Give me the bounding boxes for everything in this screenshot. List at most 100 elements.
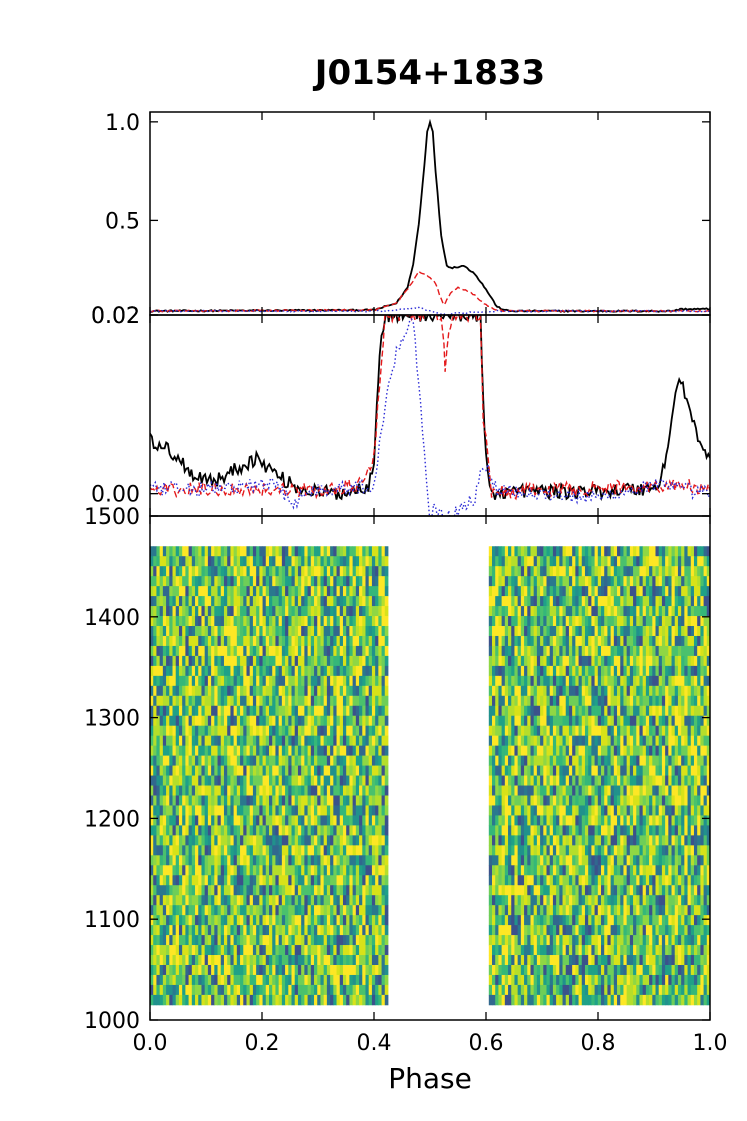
heatmap-cell <box>336 685 341 697</box>
heatmap-cell <box>568 596 573 607</box>
heatmap-cell <box>687 626 692 637</box>
heatmap-cell <box>378 855 382 866</box>
heatmap-cell <box>207 725 212 737</box>
heatmap-cell <box>198 805 202 816</box>
heatmap-cell <box>368 606 373 617</box>
heatmap-cell <box>617 645 621 657</box>
heatmap-cell <box>671 566 676 577</box>
heatmap-cell <box>198 665 202 677</box>
heatmap-cell <box>285 925 289 936</box>
heatmap-cell <box>262 925 267 936</box>
heatmap-cell <box>649 755 653 766</box>
heatmap-cell <box>543 655 547 667</box>
heatmap-cell <box>330 645 334 657</box>
heatmap-cell <box>172 785 177 796</box>
heatmap-cell <box>207 685 212 697</box>
heatmap-cell <box>594 725 599 737</box>
heatmap-cell <box>278 775 283 786</box>
heatmap-cell <box>671 596 676 607</box>
heatmap-cell <box>297 556 302 567</box>
heatmap-cell <box>514 566 519 577</box>
heatmap-cell <box>524 606 528 617</box>
heatmap-cell <box>220 805 225 816</box>
heatmap-cell <box>524 725 528 737</box>
heatmap-cell <box>252 685 257 697</box>
heatmap-cell <box>684 626 688 637</box>
heatmap-cell <box>536 606 541 617</box>
heatmap-cell <box>281 865 286 876</box>
baseline-zoom-panel: 0.020.00 <box>91 304 711 517</box>
heatmap-cell <box>333 935 337 946</box>
heatmap-cell <box>623 705 628 717</box>
heatmap-cell <box>346 925 350 936</box>
heatmap-cell <box>520 715 525 727</box>
heatmap-cell <box>368 645 373 657</box>
heatmap-cell <box>207 915 212 926</box>
heatmap-cell <box>330 606 334 617</box>
heatmap-cell <box>156 955 161 966</box>
heatmap-cell <box>243 994 247 1006</box>
heatmap-cell <box>375 984 379 996</box>
heatmap-cell <box>297 725 302 737</box>
heatmap-cell <box>281 885 286 896</box>
heatmap-cell <box>368 974 373 986</box>
heatmap-cell <box>623 655 628 667</box>
heatmap-cell <box>645 725 650 737</box>
heatmap-cell <box>501 665 506 677</box>
heatmap-cell <box>159 556 164 567</box>
heatmap-cell <box>169 645 173 657</box>
heatmap-cell <box>285 855 289 866</box>
heatmap-cell <box>223 974 228 986</box>
heatmap-cell <box>291 905 296 916</box>
heatmap-cell <box>233 825 238 836</box>
heatmap-cell <box>597 665 602 677</box>
heatmap-cell <box>552 685 557 697</box>
heatmap-cell <box>275 685 280 697</box>
heatmap-cell <box>697 685 701 697</box>
heatmap-cell <box>220 596 225 607</box>
heatmap-cell <box>623 596 628 607</box>
heatmap-cell <box>581 655 586 667</box>
heatmap-cell <box>150 675 154 687</box>
heatmap-cell <box>556 735 560 747</box>
heatmap-cell <box>355 984 360 996</box>
heatmap-cell <box>601 655 605 667</box>
heatmap-cell <box>169 735 173 747</box>
heatmap-cell <box>504 586 509 597</box>
heatmap-cell <box>262 655 267 667</box>
heatmap-cell <box>207 655 212 667</box>
heatmap-cell <box>233 606 238 617</box>
heatmap-cell <box>233 765 238 776</box>
heatmap-cell <box>581 685 586 697</box>
heatmap-cell <box>339 665 344 677</box>
heatmap-cell <box>162 805 167 816</box>
heatmap-cell <box>562 556 567 567</box>
heatmap-cell <box>243 576 247 587</box>
heatmap-cell <box>191 596 196 607</box>
heatmap-cell <box>162 855 167 866</box>
heatmap-cell <box>687 695 692 707</box>
heatmap-cell <box>240 895 244 906</box>
heatmap-cell <box>227 556 231 567</box>
heatmap-cell <box>262 596 267 607</box>
heatmap-cell <box>359 955 363 966</box>
heatmap-cell <box>342 556 347 567</box>
heatmap-cell <box>355 546 360 557</box>
heatmap-cell <box>661 745 666 757</box>
heatmap-cell <box>159 715 164 727</box>
heatmap-cell <box>162 955 167 966</box>
heatmap-cell <box>607 635 612 647</box>
heatmap-cell <box>508 606 512 617</box>
heatmap-cell <box>150 645 154 657</box>
heatmap-cell <box>227 974 231 986</box>
heatmap-cell <box>272 665 276 677</box>
heatmap-cell <box>706 745 711 757</box>
heatmap-cell <box>365 905 370 916</box>
heatmap-cell <box>307 566 312 577</box>
heatmap-cell <box>504 715 509 727</box>
heatmap-cell <box>636 735 640 747</box>
heatmap-cell <box>256 735 260 747</box>
heatmap-cell <box>291 745 296 757</box>
heatmap-cell <box>214 566 218 577</box>
heatmap-cell <box>169 675 173 687</box>
